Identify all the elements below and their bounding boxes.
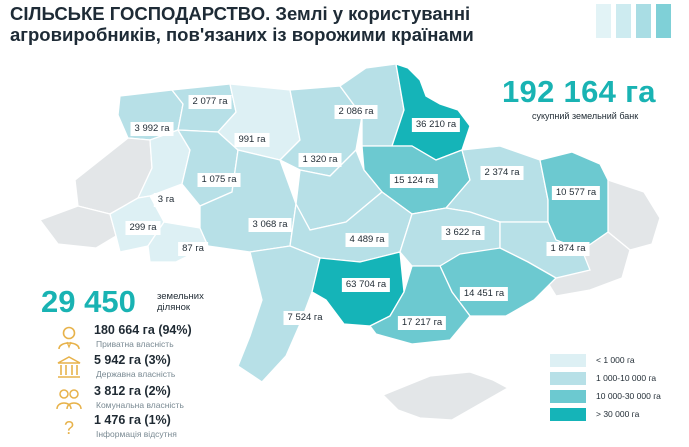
plots-count-caption: земельних ділянок <box>157 291 227 313</box>
title-lead: СІЛЬСЬКЕ ГОСПОДАРСТВО. <box>10 3 271 24</box>
label-chernihiv: 2 086 га <box>334 105 378 119</box>
label-donetsk: 1 874 га <box>546 242 590 256</box>
ownership-unknown: ? 1 476 га (1%) Інформація відсутня <box>44 413 244 447</box>
label-khmelnytskyi: 1 075 га <box>197 173 241 187</box>
label-ivano-frankivsk: 299 га <box>125 221 161 235</box>
ownership-state: 5 942 га (3%) Державна власність <box>44 353 244 387</box>
label-dnipropetrovsk: 3 622 га <box>441 226 485 240</box>
unknown-label: Інформація відсутня <box>96 429 177 439</box>
people-group-icon <box>56 389 82 410</box>
communal-percent: (2%) <box>144 384 171 398</box>
private-value: 180 664 га (94%) <box>94 323 192 337</box>
communal-area: 3 812 га <box>94 384 141 398</box>
unknown-value: 1 476 га (1%) <box>94 413 171 427</box>
label-zhytomyr: 991 га <box>234 133 270 147</box>
legend-swatch <box>550 408 586 421</box>
title-rest: Землі у користуванні <box>270 3 471 24</box>
label-poltava: 15 124 га <box>389 174 439 188</box>
svg-text:?: ? <box>64 418 74 438</box>
title-line-2: агровиробників, пов'язаних із ворожими к… <box>10 24 474 45</box>
label-sumy: 36 210 га <box>411 118 461 132</box>
communal-label: Комунальна власність <box>96 400 184 410</box>
total-land-bank-value: 192 164 га <box>502 74 656 109</box>
label-volyn: 2 077 га <box>188 95 232 109</box>
decorative-bars <box>596 4 671 38</box>
region-luhansk-controlled <box>539 151 609 251</box>
label-cherkasy: 4 489 га <box>345 233 389 247</box>
label-luhansk: 10 577 га <box>551 186 601 200</box>
region-crimea <box>381 371 510 421</box>
legend-label: < 1 000 га <box>596 355 635 365</box>
government-building-icon <box>57 356 81 378</box>
private-area: 180 664 га <box>94 323 155 337</box>
plots-caption-line-2: ділянок <box>157 302 191 313</box>
legend-swatch <box>550 354 586 367</box>
ownership-private: 180 664 га (94%) Приватна власність <box>44 323 244 357</box>
label-zaporizhzhia: 14 451 га <box>459 287 509 301</box>
label-kherson: 17 217 га <box>397 316 447 330</box>
plots-caption-line-1: земельних <box>157 291 204 302</box>
region-odesa <box>237 245 321 383</box>
legend-swatch <box>550 390 586 403</box>
legend-label: 10 000-30 000 га <box>596 391 661 401</box>
state-label: Державна власність <box>96 369 176 379</box>
state-area: 5 942 га <box>94 353 141 367</box>
label-ternopil: 3 га <box>153 193 179 207</box>
unknown-percent: (1%) <box>144 413 171 427</box>
label-mykolaiv: 63 704 га <box>341 278 391 292</box>
label-kyiv: 1 320 га <box>298 153 342 167</box>
page-title: СІЛЬСЬКЕ ГОСПОДАРСТВО. Землі у користува… <box>10 3 570 45</box>
label-rivne: 3 992 га <box>130 122 174 136</box>
question-mark-icon: ? <box>64 418 74 438</box>
state-value: 5 942 га (3%) <box>94 353 171 367</box>
person-icon <box>58 326 80 350</box>
state-percent: (3%) <box>144 353 171 367</box>
total-land-bank-caption: сукупний земельний банк <box>532 111 639 121</box>
label-vinnytsia: 3 068 га <box>248 218 292 232</box>
label-odesa: 7 524 га <box>283 311 327 325</box>
unknown-area: 1 476 га <box>94 413 141 427</box>
ownership-communal: 3 812 га (2%) Комунальна власність <box>44 384 244 418</box>
private-label: Приватна власність <box>96 339 174 349</box>
legend-label: > 30 000 га <box>596 409 640 419</box>
legend-label: 1 000-10 000 га <box>596 373 657 383</box>
region-zakarpattia <box>38 205 117 249</box>
legend-swatch <box>550 372 586 385</box>
private-percent: (94%) <box>158 323 192 337</box>
communal-value: 3 812 га (2%) <box>94 384 171 398</box>
label-chernivtsi: 87 га <box>178 242 208 256</box>
label-kharkiv: 2 374 га <box>480 166 524 180</box>
plots-count-value: 29 450 <box>41 284 136 319</box>
